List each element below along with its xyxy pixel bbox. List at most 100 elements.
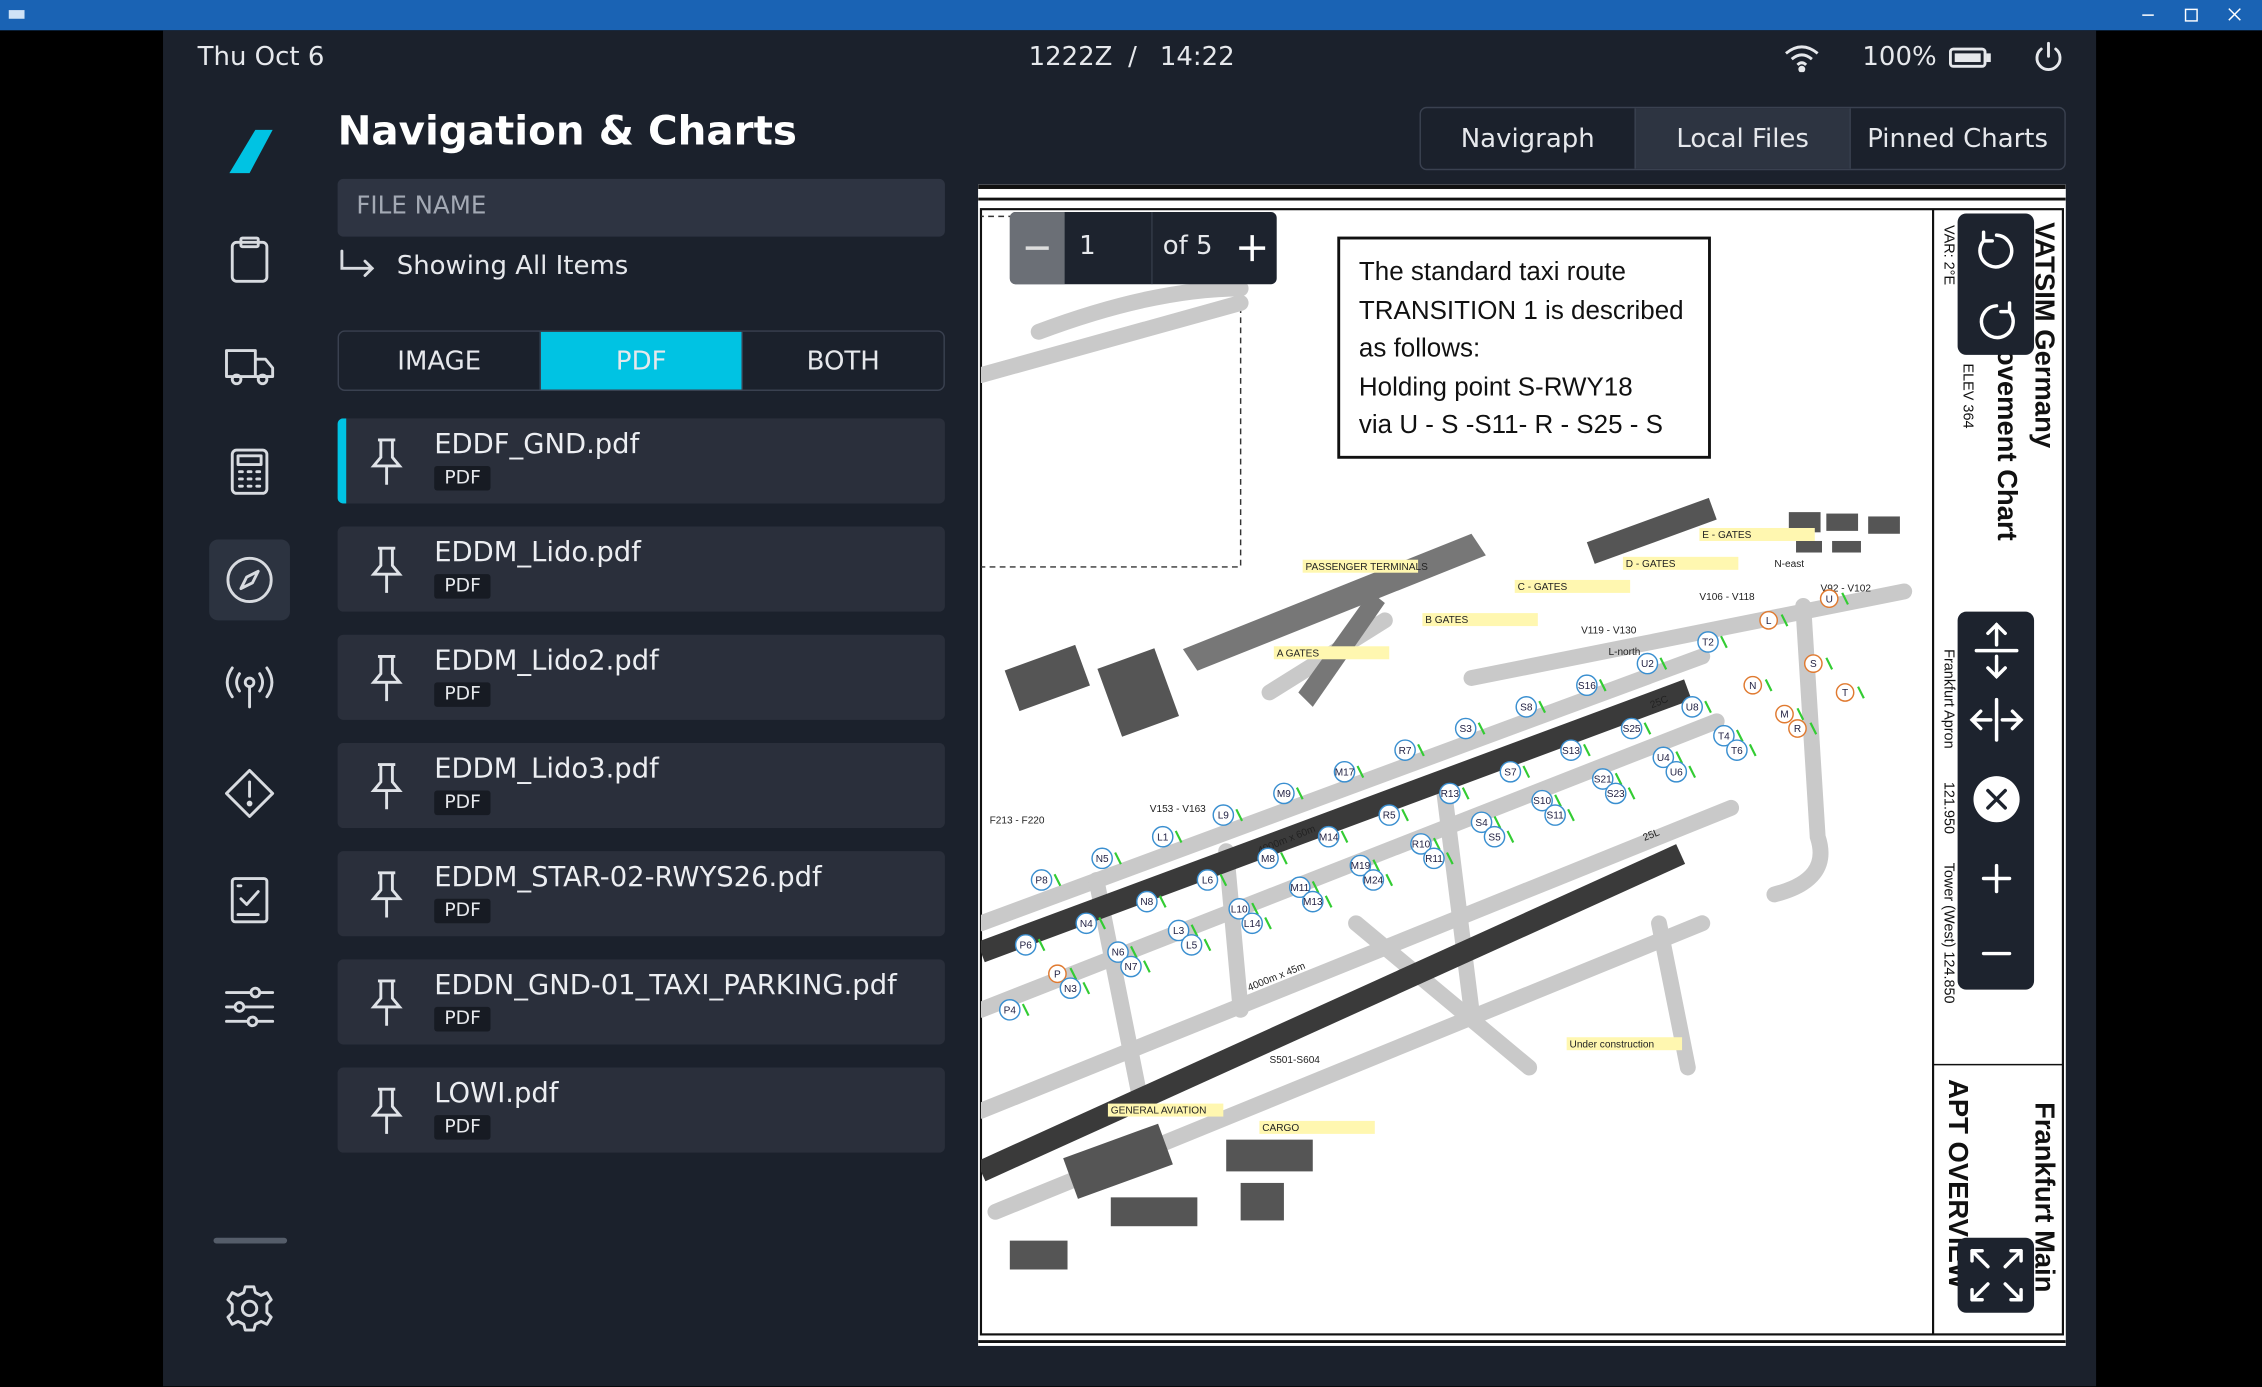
taxi-point-label: N7	[1125, 962, 1138, 973]
segment-option[interactable]: Local Files	[1634, 108, 1850, 169]
holding-line	[1311, 880, 1320, 894]
taxi-point	[1665, 760, 1688, 783]
presets-button[interactable]	[209, 967, 290, 1048]
taxi-point-label: N4	[1080, 919, 1093, 930]
segment-option[interactable]: Navigraph	[1460, 123, 1595, 154]
segment-option[interactable]: IMAGE	[397, 345, 482, 376]
map-label: B GATES	[1425, 615, 1468, 626]
holding-line	[1130, 945, 1138, 959]
taxi-point	[1257, 847, 1279, 870]
taxi-point-label: T2	[1702, 638, 1714, 649]
close-chart-button[interactable]	[1971, 773, 2023, 825]
holding-line	[1659, 657, 1668, 670]
note-line: The standard taxi route	[1358, 256, 1626, 286]
holding-line	[1372, 859, 1381, 872]
taxi-point-label: M9	[1277, 789, 1291, 800]
chart-elev: ELEV 364	[1959, 363, 1975, 429]
map-label: A GATES	[1277, 648, 1320, 659]
settings-button[interactable]	[209, 1268, 290, 1349]
map-label-bg	[1302, 559, 1419, 573]
file-item[interactable]: EDDM_STAR-02-RWYS26.pdf PDF	[337, 851, 945, 937]
fit-width-button[interactable]	[1968, 695, 2026, 744]
taxi-point-label: L9	[1218, 811, 1230, 822]
chart-viewer[interactable]: PASSENGER TERMINALS A GATES B GATES C - GAT…	[978, 184, 2066, 1346]
chart-note-box: The standard taxi route TRANSITION 1 is d…	[1337, 236, 1711, 459]
file-item[interactable]: EDDM_Lido3.pdf PDF	[337, 742, 945, 829]
map-label: V92 - V102	[1821, 583, 1872, 594]
map-label: Under construction	[1570, 1039, 1655, 1050]
taxi-point	[1483, 825, 1506, 848]
checklists-button[interactable]	[209, 860, 290, 941]
rotate-left-button[interactable]	[1972, 226, 2021, 275]
failures-button[interactable]	[209, 753, 290, 834]
segment-option[interactable]: BOTH	[741, 331, 943, 390]
navigation-button[interactable]	[209, 539, 290, 621]
fit-height-button[interactable]	[1972, 620, 2021, 681]
holding-line	[1627, 787, 1636, 800]
taxi-point-label: S25	[1623, 724, 1641, 735]
taxi-point-label: M13	[1303, 897, 1323, 908]
segment-option[interactable]: PDF	[539, 331, 742, 390]
power-button[interactable]	[2031, 40, 2066, 75]
map-label: S501-S604	[1269, 1055, 1320, 1066]
ground-button[interactable]	[209, 326, 290, 407]
note-line: TRANSITION 1 is described	[1358, 295, 1684, 324]
rotate-right-button[interactable]	[1972, 297, 2021, 346]
taxi-point	[1167, 919, 1190, 942]
taxi-point-label: S11	[1547, 811, 1565, 822]
page-control: 1 of 5	[1009, 212, 1277, 285]
search-input[interactable]: FILE NAME	[337, 178, 945, 237]
taxi-point	[1697, 631, 1719, 653]
zoom-out-button[interactable]	[1975, 932, 2018, 975]
page-number: 1	[1079, 230, 1096, 262]
file-item[interactable]: LOWI.pdf PDF	[337, 1067, 945, 1153]
file-item[interactable]: EDDM_Lido2.pdf PDF	[337, 634, 945, 720]
file-item[interactable]: EDDF_GND.pdf PDF	[337, 418, 945, 504]
dashboard-button[interactable]	[209, 219, 290, 300]
file-item[interactable]: EDDM_Lido.pdf PDF	[337, 526, 945, 612]
page-next[interactable]	[1229, 212, 1277, 284]
app-logo[interactable]	[226, 127, 275, 176]
fullscreen-button[interactable]	[1957, 1237, 2035, 1313]
holding-line	[1251, 902, 1259, 916]
taxi-point-label: S4	[1475, 818, 1488, 829]
holding-line	[1614, 772, 1623, 786]
taxi-point	[1531, 789, 1553, 812]
window-controls[interactable]	[2132, 0, 2262, 30]
taxi-point-label: M14	[1319, 832, 1339, 843]
map-label: D - GATES	[1626, 559, 1676, 570]
taxi-point-label: R10	[1412, 840, 1431, 851]
rail-divider	[213, 1237, 288, 1244]
zoom-in-button[interactable]	[1975, 857, 2018, 900]
holding-line	[1114, 852, 1122, 865]
taxi-point-label: L10	[1231, 904, 1248, 915]
page-previous[interactable]	[1009, 212, 1065, 285]
frequency-value: 121.950	[1940, 781, 1957, 835]
page-divider	[1151, 212, 1153, 285]
file-item[interactable]: EDDN_GND-01_TAXI_PARKING.pdf PDF	[337, 959, 945, 1045]
holding-line	[1082, 981, 1091, 995]
page-input[interactable]: 1	[1079, 231, 1142, 266]
holding-line	[1567, 808, 1575, 822]
pin-icon	[370, 1087, 403, 1134]
taxi-point	[1652, 746, 1675, 769]
file-type-badge: PDF	[434, 1006, 491, 1032]
taxi-point-label: S10	[1533, 796, 1551, 807]
taxi-point-label: N5	[1096, 854, 1109, 865]
holding-line	[1857, 686, 1865, 699]
pin-icon	[370, 546, 403, 593]
performance-button[interactable]	[209, 431, 290, 512]
taxi-point	[1196, 869, 1219, 891]
taxi-point	[1470, 811, 1493, 834]
taxi-point	[1515, 696, 1538, 718]
taxi-point-label: U2	[1641, 659, 1654, 670]
map-label-bg	[1273, 646, 1390, 660]
segment-option[interactable]: Pinned Charts	[1849, 108, 2064, 169]
holding-line	[1324, 895, 1333, 908]
wifi-icon	[1785, 45, 1819, 73]
taxi-point	[1048, 964, 1067, 984]
pin-icon	[370, 763, 403, 810]
taxi-point-label: P	[1054, 969, 1061, 980]
source-tabs: Navigraph Local Files Pinned Charts	[1419, 106, 2066, 171]
atc-button[interactable]	[209, 646, 290, 727]
